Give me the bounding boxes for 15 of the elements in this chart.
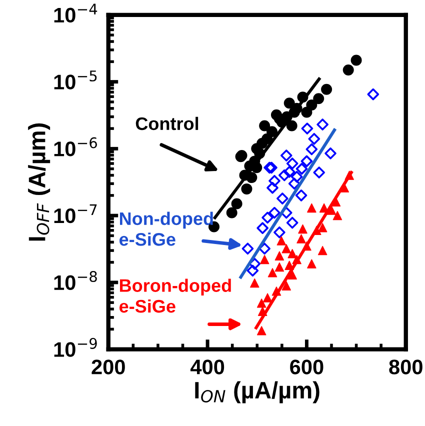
x-tick-label: 600 (290, 360, 324, 374)
annotation: Non-doped e-SiGe (119, 212, 213, 246)
y-tick-label: 10$^{−5}$ (54, 70, 97, 90)
y-axis-title: I$_{OFF}$ (A/µm) (28, 123, 50, 241)
y-tick-label: 10$^{−8}$ (54, 271, 97, 290)
y-tick-label: 10$^{−4}$ (54, 4, 98, 23)
x-tick-label: 200 (92, 360, 125, 374)
y-tick-label: 10$^{−9}$ (54, 338, 97, 357)
annotation: Boron-doped e-SiGe (119, 278, 231, 313)
y-tick-label: 10$^{−7}$ (54, 204, 97, 224)
x-axis-title: I$_{ON}$ (µA/µm) (195, 381, 320, 404)
x-tick-label: 800 (389, 360, 422, 374)
y-tick-label: 10$^{−6}$ (54, 137, 97, 156)
annotation: Control (136, 116, 198, 130)
x-tick-label: 400 (190, 360, 224, 374)
